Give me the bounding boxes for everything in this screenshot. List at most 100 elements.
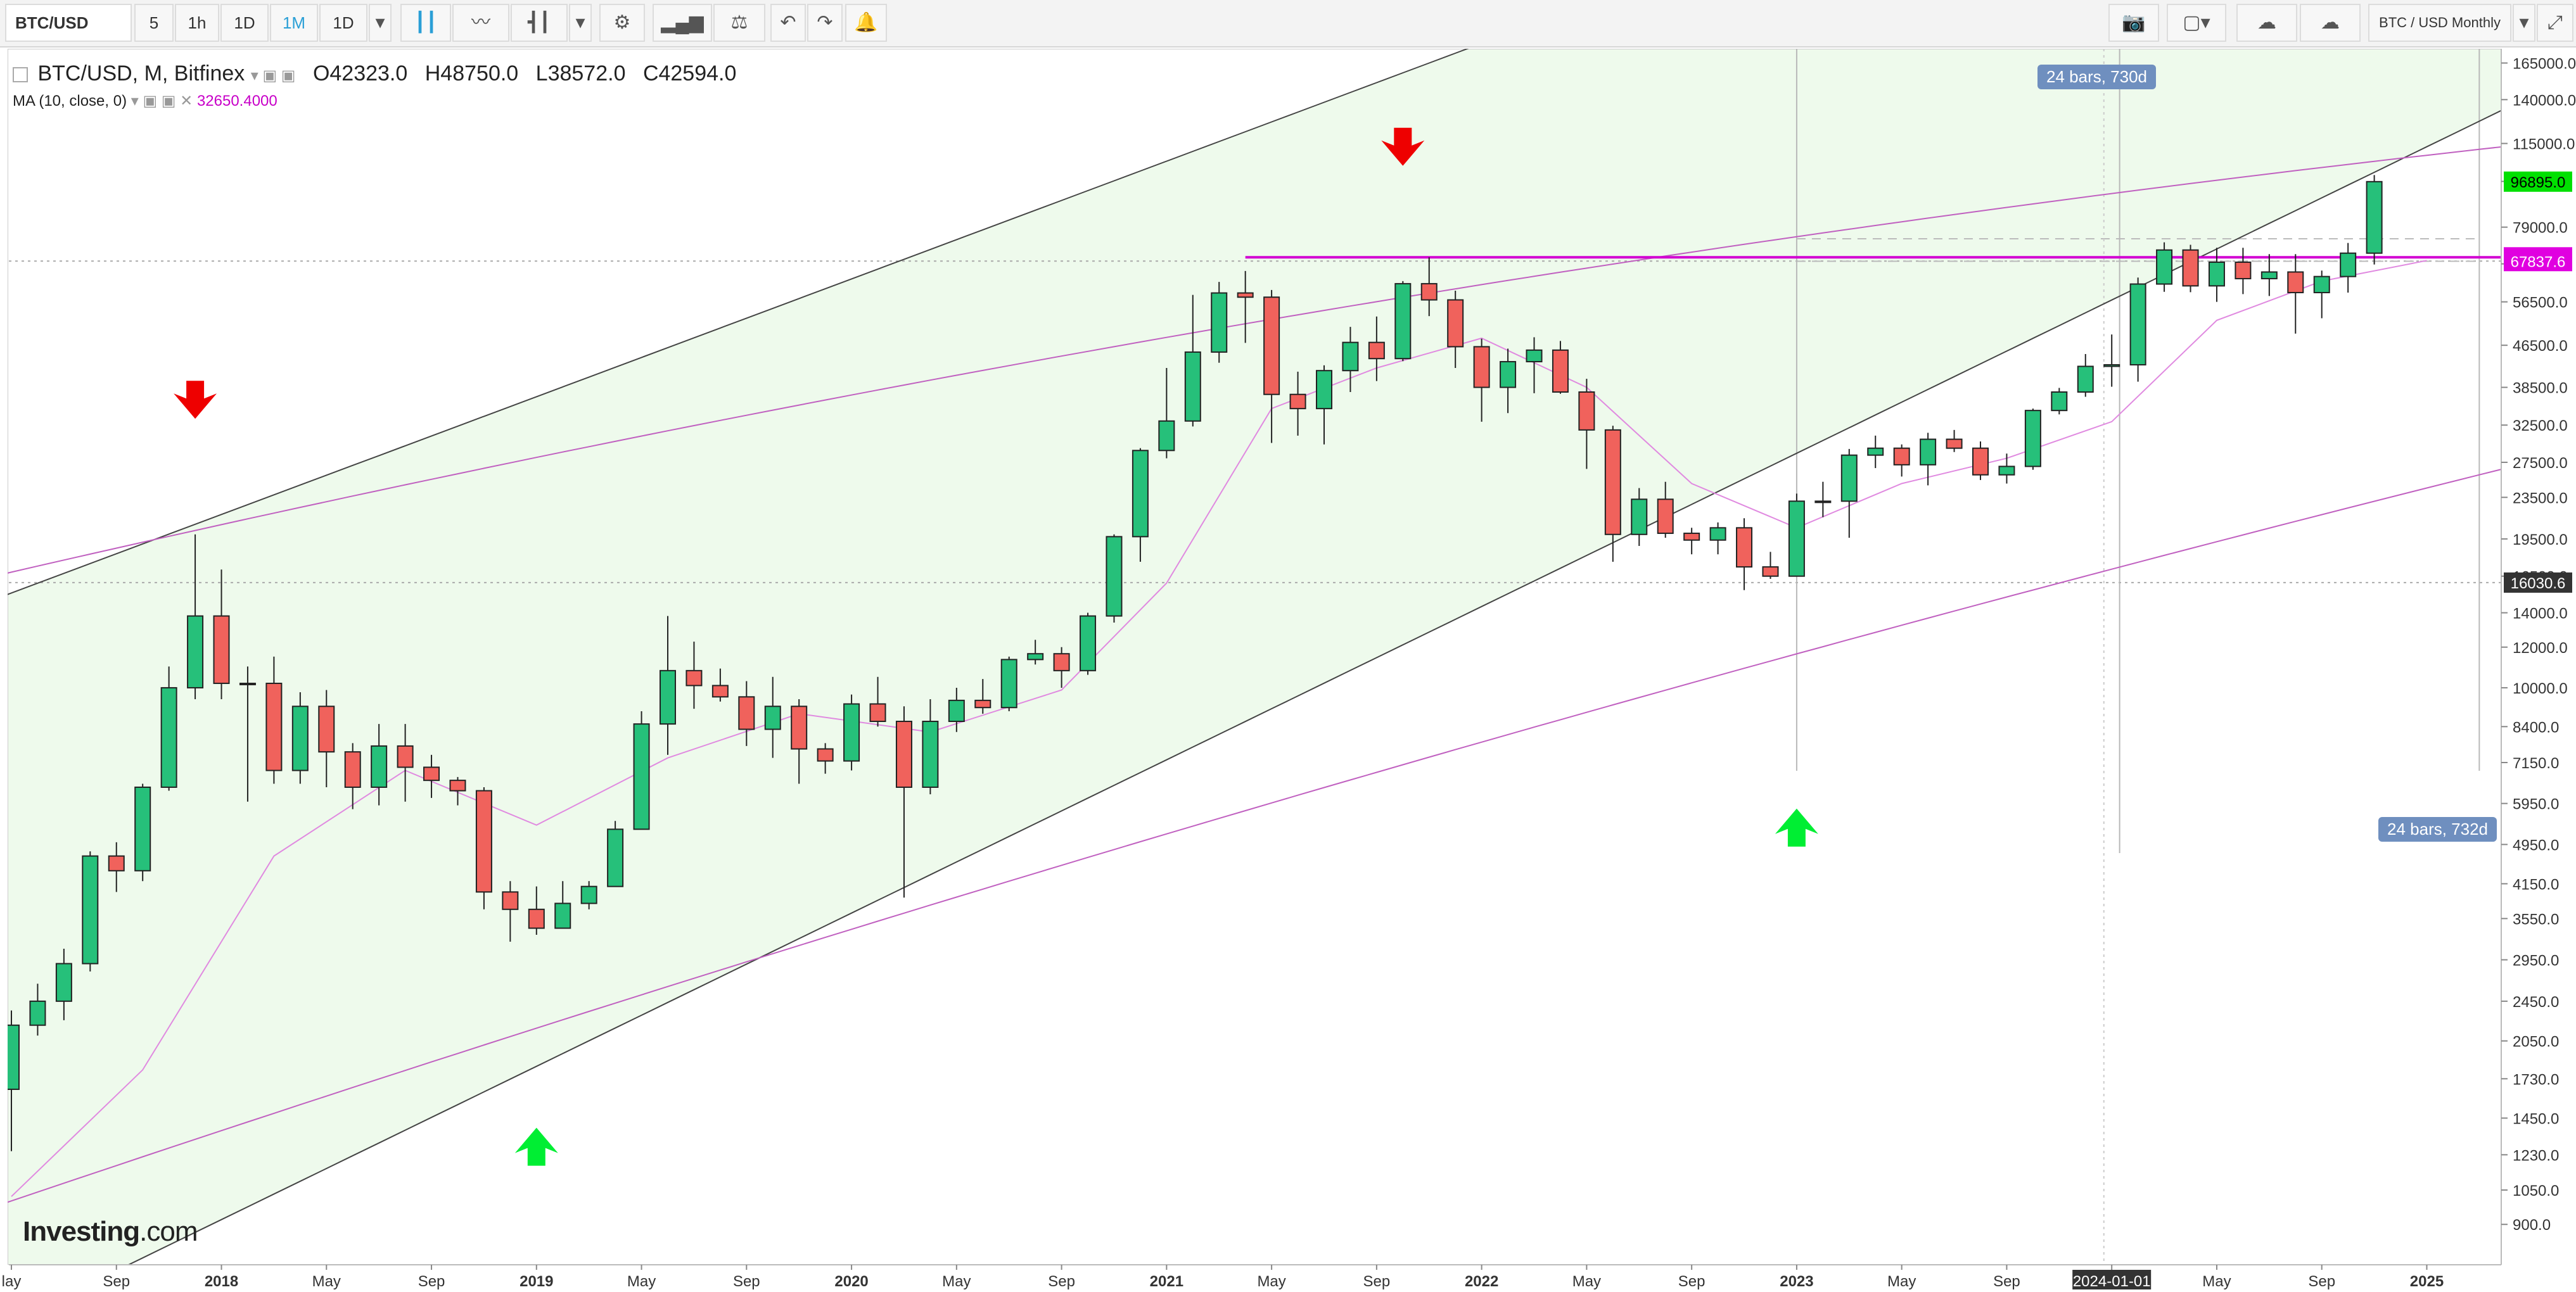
candle-up — [607, 828, 624, 887]
symbol-input[interactable]: BTC/USD — [5, 4, 132, 42]
candle-up — [160, 687, 177, 788]
x-tick-label: Sep — [2308, 1273, 2335, 1289]
x-tick-label: May — [312, 1273, 341, 1289]
indicators-button[interactable]: ┫┃ — [511, 4, 568, 42]
investing-logo: Investing.com — [23, 1216, 198, 1248]
candle-down — [1972, 447, 1989, 476]
candle-up — [1158, 420, 1175, 452]
candle-up — [948, 699, 965, 723]
candle-down — [1578, 391, 1595, 431]
y-tick-label: 2450.0 — [2513, 994, 2559, 1011]
candle-up — [2051, 391, 2068, 412]
candle-down — [108, 855, 125, 871]
candle-down — [1604, 429, 1621, 535]
candle-down — [213, 615, 230, 684]
candle-up — [1998, 466, 2015, 476]
interval-5-button[interactable]: 5 — [134, 4, 174, 42]
color-button[interactable]: ▢▾ — [2167, 4, 2226, 42]
x-tick-label: Sep — [1993, 1273, 2020, 1289]
interval-dropdown-button[interactable]: ▾ — [369, 4, 392, 42]
settings-icon: ⚙ — [613, 12, 631, 33]
candle-down — [1736, 527, 1753, 568]
screenshot-button[interactable]: 📷 — [2108, 4, 2159, 42]
y-tick-label: 140000.0 — [2513, 92, 2576, 109]
undo-icon: ↶ — [780, 12, 796, 33]
candle-down — [502, 891, 519, 910]
ma-settings-icon[interactable]: ▾ ▣ ▣ ✕ — [131, 92, 193, 110]
legend-settings-icon[interactable]: ▾ ▣ ▣ — [250, 67, 296, 84]
x-tick-label: 2021 — [1150, 1273, 1183, 1289]
interval-1m-button[interactable]: 1M — [270, 4, 318, 42]
candles-button[interactable]: ┃┃ — [400, 4, 451, 42]
candle-down — [738, 696, 755, 730]
x-tick-label: May — [2202, 1273, 2231, 1289]
chart-area[interactable]: 165000.0140000.0115000.097000.079000.067… — [0, 49, 2576, 1291]
range-label-bottom: 24 bars, 732d — [2378, 817, 2497, 842]
candle-up — [2313, 276, 2330, 293]
candle-down — [791, 706, 808, 750]
load-layout-button[interactable]: ☁ — [2236, 4, 2297, 42]
candle-down — [1237, 292, 1254, 298]
line-chart-icon: 〰 — [471, 12, 490, 33]
candle-up — [1211, 292, 1228, 353]
y-tick-label: 1450.0 — [2513, 1110, 2559, 1127]
y-tick-label: 900.0 — [2513, 1217, 2551, 1234]
y-tick-label: 10000.0 — [2513, 680, 2568, 697]
y-tick-label: 56500.0 — [2513, 294, 2568, 312]
redo-button[interactable]: ↷ — [807, 4, 843, 42]
candle-down — [711, 685, 729, 698]
candle-down — [2287, 271, 2304, 293]
candle-up — [580, 885, 597, 904]
compare-button[interactable]: ⚖ — [713, 4, 765, 42]
candle-up — [2260, 271, 2278, 279]
studies-icon: ▂▄▆ — [661, 12, 704, 33]
chart-title-dropdown-button[interactable]: ▾ — [2513, 4, 2535, 42]
price-badge — [2504, 171, 2572, 192]
candle-up — [1394, 282, 1412, 360]
candle-up — [554, 902, 571, 929]
cloud-download-icon: ☁ — [2257, 12, 2276, 33]
line-chart-button[interactable]: 〰 — [452, 4, 509, 42]
save-layout-button[interactable]: ☁ — [2300, 4, 2361, 42]
interval-1d-alt-button[interactable]: 1D — [319, 4, 367, 42]
y-tick-label: 32500.0 — [2513, 417, 2568, 434]
candle-up — [1526, 349, 1543, 363]
collapse-icon[interactable] — [13, 67, 28, 83]
upper-channel-line — [8, 49, 1469, 595]
candle-up — [1184, 351, 1201, 422]
y-tick-label: 2950.0 — [2513, 953, 2559, 970]
candle-down — [895, 721, 912, 788]
settings-button[interactable]: ⚙ — [599, 4, 645, 42]
candles-icon: ┃┃ — [414, 12, 438, 33]
price-chart[interactable]: 165000.0140000.0115000.097000.079000.067… — [0, 49, 2576, 1291]
price-badge-label: 67837.6 — [2511, 253, 2566, 270]
y-tick-label: 1730.0 — [2513, 1071, 2559, 1088]
candle-down — [869, 703, 886, 723]
y-tick-label: 4950.0 — [2513, 837, 2559, 854]
chart-title-button[interactable]: BTC / USD Monthly — [2368, 4, 2511, 42]
candle-up — [2077, 365, 2094, 393]
undo-button[interactable]: ↶ — [770, 4, 806, 42]
alert-icon: 🔔 — [854, 12, 878, 33]
candle-down — [1289, 393, 1306, 410]
candle-down — [1263, 296, 1280, 395]
y-tick-label: 2050.0 — [2513, 1034, 2559, 1051]
fullscreen-button[interactable]: ⤢ — [2537, 4, 2573, 42]
x-tick-label: 2018 — [205, 1273, 238, 1289]
toolbar: BTC/USD 5 1h 1D 1M 1D ▾ ┃┃ 〰 ┫┃ ▾ ⚙ ▂▄▆ … — [0, 0, 2576, 48]
candle-down — [1683, 533, 1700, 541]
candle-up — [1106, 536, 1123, 617]
alert-button[interactable]: 🔔 — [845, 4, 887, 42]
indicators-dropdown-button[interactable]: ▾ — [569, 4, 592, 42]
y-tick-label: 7150.0 — [2513, 755, 2559, 772]
x-tick-label: Sep — [1048, 1273, 1075, 1289]
interval-1h-button[interactable]: 1h — [175, 4, 219, 42]
candle-up — [2024, 410, 2041, 467]
interval-1d-button[interactable]: 1D — [220, 4, 269, 42]
arrow-up-icon — [514, 1127, 558, 1166]
candle-up — [2129, 283, 2146, 365]
candle-down — [1657, 498, 1674, 535]
y-tick-label: 46500.0 — [2513, 338, 2568, 355]
x-tick-label: Sep — [1678, 1273, 1706, 1289]
studies-button[interactable]: ▂▄▆ — [653, 4, 712, 42]
